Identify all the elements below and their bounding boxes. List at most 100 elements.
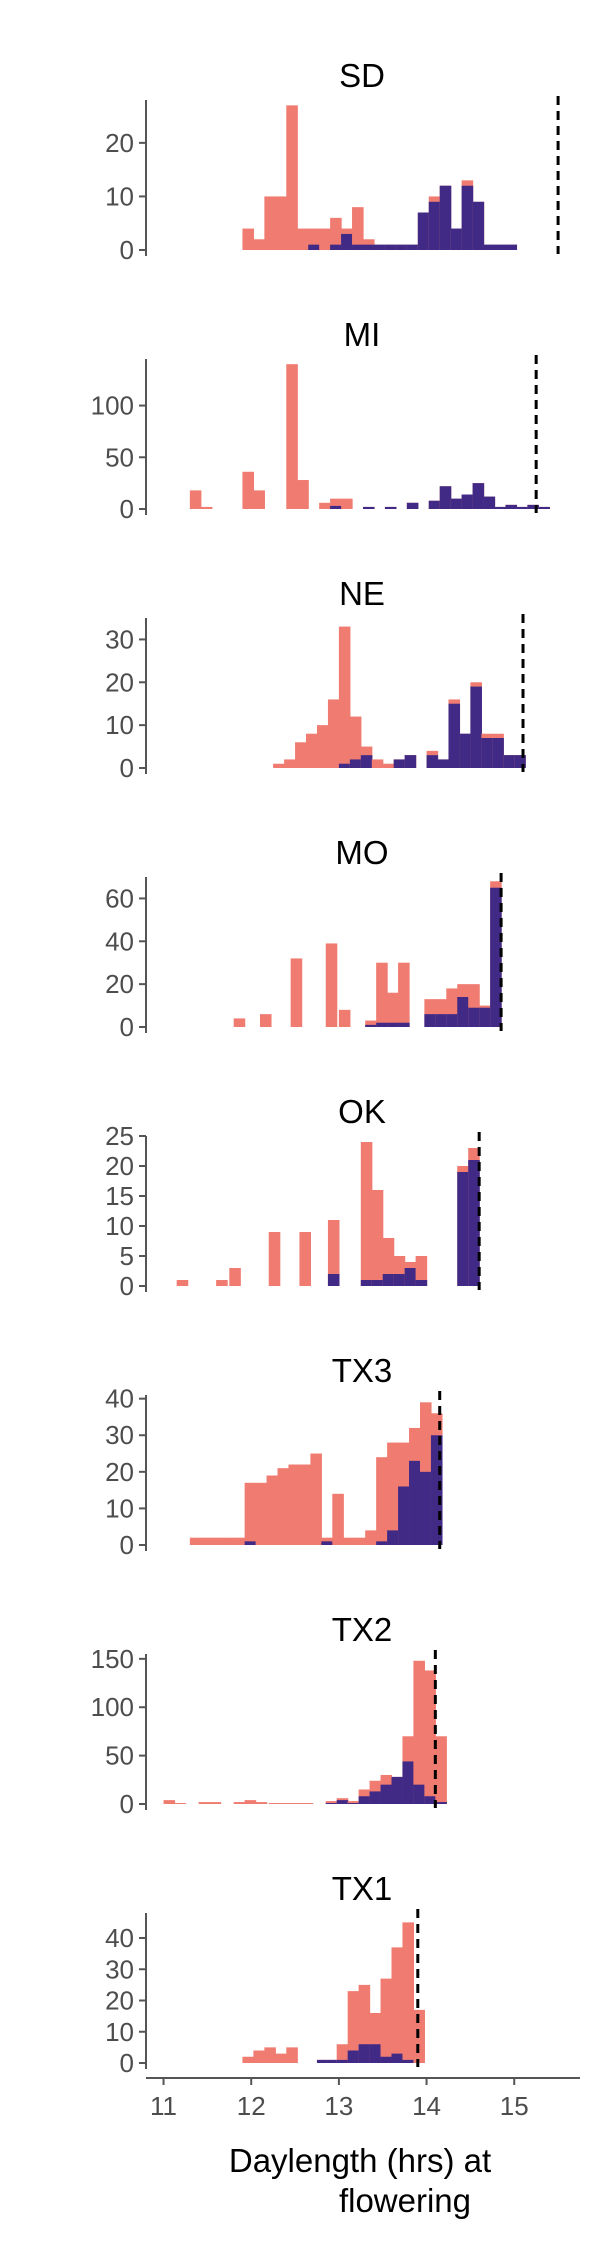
panel-sd: SD 0 10 20 [105,57,560,265]
y-tick-label-ok-5: 5 [120,1241,134,1271]
bar-dark-ok-7 [371,1280,384,1286]
bar-dark-sd-14 [395,244,408,250]
bar-dark-mi-20 [516,506,528,509]
bar-ne-6 [338,626,351,768]
bar-dark-ne-20 [503,755,515,768]
bar-dark-mi-22 [538,506,550,509]
y-tick-label-ok-15: 15 [105,1181,134,1211]
bar-dark-mo-15 [490,887,502,1027]
bar-dark-tx2-12 [336,1800,349,1804]
bar-tx2-9 [290,1803,303,1804]
bar-dark-tx1-8 [347,2050,360,2063]
bar-dark-mo-14 [479,1007,491,1027]
y-tick-label-tx3-10: 10 [105,1493,134,1523]
bar-dark-sd-9 [341,233,353,250]
bar-tx3-7 [266,1475,279,1545]
bar-dark-mi-10 [384,506,397,509]
bar-tx1-9 [358,1984,371,2063]
bar-tx2-0 [163,1800,176,1804]
bar-mi-7 [330,498,342,509]
y-tick-label-tx3-30: 30 [105,1420,134,1450]
bar-mi-2 [242,471,255,509]
y-tick-label-mi-0: 0 [120,494,134,524]
bar-dark-mo-8 [398,1022,410,1027]
bar-ok-2 [229,1268,241,1286]
bar-tx1-0 [242,2056,255,2063]
x-tick-label-13: 13 [324,2091,353,2121]
bar-ne-3 [306,733,318,768]
x-axis: 11 12 13 14 15 Daylength (hrs) at flowering [146,2077,580,2219]
bar-dark-tx2-13 [347,1803,360,1804]
bar-sd-1 [253,239,265,250]
bar-tx2-4 [233,1802,246,1804]
panel-title-ne: NE [339,575,385,612]
y-tick-label-tx1-30: 30 [105,1954,134,1984]
bar-dark-ne-16 [459,733,472,768]
bar-dark-tx1-6 [327,2059,340,2063]
bar-ne-7 [349,716,362,768]
panel-tx3: TX3 0 10 20 30 40 [105,1352,443,1560]
bar-dark-tx1-12 [391,2053,404,2063]
bar-dark-sd-15 [406,244,419,250]
bar-tx3-1 [200,1537,213,1545]
bar-dark-sd-11 [363,244,375,250]
bar-sd-2 [264,196,276,250]
bar-dark-tx3-12 [321,1541,333,1545]
y-tick-label-mo-0: 0 [120,1012,134,1042]
bar-mo-4 [338,1009,351,1027]
bar-dark-ne-17 [470,686,482,768]
bar-tx2-21 [435,1736,447,1804]
bar-mo-0 [233,1018,246,1027]
bar-tx3-13 [332,1493,344,1545]
panel-ne: NE 0 10 20 30 [105,575,526,783]
bar-dark-tx1-5 [316,2059,329,2063]
bar-dark-mo-7 [387,1022,399,1027]
y-tick-label-ok-0: 0 [120,1271,134,1301]
bar-dark-mi-11 [406,502,419,509]
bar-dark-ne-7 [349,759,362,768]
panel-title-ok: OK [338,1093,386,1130]
bar-tx3-15 [354,1537,366,1545]
y-tick-label-sd-20: 20 [105,128,134,158]
bar-dark-mo-6 [376,1022,388,1027]
bar-dark-tx1-7 [336,2059,349,2063]
bar-sd-6 [308,228,320,250]
bar-tx3-0 [189,1537,202,1545]
y-tick-label-mo-60: 60 [105,883,134,913]
panel-mi: MI 0 50 100 [91,316,550,524]
bar-dark-mi-17 [483,496,496,509]
x-ticks: 11 12 13 14 15 [150,2078,529,2121]
bar-mo-1 [259,1014,272,1027]
bar-tx3-18 [387,1442,399,1545]
bar-mi-5 [297,480,309,509]
bar-ne-1 [284,759,296,768]
bar-ok-8 [382,1238,395,1286]
bar-dark-tx1-11 [380,2056,393,2063]
bar-dark-mi-9 [363,506,375,509]
bar-dark-mo-13 [468,1007,480,1027]
panel-mo: MO 0 20 40 60 [105,834,503,1042]
bar-ne-10 [382,763,395,768]
bar-dark-sd-22 [483,244,496,250]
bar-tx3-10 [299,1464,311,1545]
y-tick-label-tx2-150: 150 [91,1644,134,1674]
bar-dark-ok-13 [468,1160,480,1286]
bar-tx1-1 [253,2050,265,2063]
bar-tx3-17 [376,1457,388,1545]
bar-mi-0 [189,490,202,509]
bar-tx1-2 [264,2047,276,2063]
bar-tx3-6 [255,1482,268,1545]
bar-tx2-1 [174,1803,187,1804]
y-tick-label-tx3-0: 0 [120,1530,134,1560]
panel-title-tx2: TX2 [332,1611,393,1648]
bar-dark-ok-11 [415,1280,428,1286]
y-tick-label-ne-0: 0 [120,753,134,783]
bar-dark-sd-21 [472,201,485,250]
bar-mo-2 [290,958,303,1027]
bar-ok-11 [415,1256,428,1286]
bar-dark-mi-12 [428,500,441,509]
bar-dark-mi-16 [472,483,485,509]
